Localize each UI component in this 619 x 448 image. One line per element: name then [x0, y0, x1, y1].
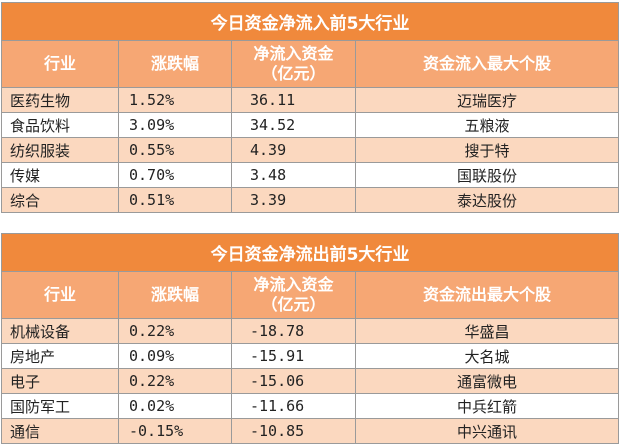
- amount-cell: -10.85: [231, 418, 356, 444]
- table-row: 机械设备 0.22% -18.78 华盛昌: [1, 318, 619, 344]
- industry-cell: 电子: [1, 368, 119, 394]
- table-row: 综合 0.51% 3.39 泰达股份: [1, 187, 619, 213]
- stock-cell: 搜于特: [354, 137, 619, 163]
- stock-cell: 国联股份: [354, 162, 619, 188]
- industry-cell: 纺织服装: [1, 137, 119, 163]
- change-cell: -0.15%: [118, 418, 232, 444]
- industry-cell: 综合: [1, 187, 119, 213]
- stock-cell: 通富微电: [354, 368, 619, 394]
- outflow-header-industry: 行业: [1, 271, 119, 319]
- industry-cell: 医药生物: [1, 87, 119, 113]
- outflow-header-amount-line1: 净流入资金: [253, 275, 334, 294]
- industry-cell: 房地产: [1, 343, 119, 369]
- outflow-table: 今日资金净流出前5大行业 行业 涨跌幅 净流入资金 （亿元） 资金流出最大个股 …: [0, 233, 619, 444]
- change-cell: 0.51%: [118, 187, 232, 213]
- stock-cell: 泰达股份: [354, 187, 619, 213]
- table-row: 纺织服装 0.55% 4.39 搜于特: [1, 137, 619, 163]
- stock-cell: 华盛昌: [354, 318, 619, 344]
- amount-cell: -15.06: [231, 368, 356, 394]
- amount-cell: 34.52: [231, 112, 356, 138]
- table-row: 国防军工 0.02% -11.66 中兵红箭: [1, 393, 619, 419]
- change-cell: 0.22%: [118, 318, 232, 344]
- amount-cell: 4.39: [231, 137, 356, 163]
- table-row: 电子 0.22% -15.06 通富微电: [1, 368, 619, 394]
- stock-cell: 迈瑞医疗: [354, 87, 619, 113]
- amount-cell: 3.48: [231, 162, 356, 188]
- change-cell: 1.52%: [118, 87, 232, 113]
- stock-cell: 五粮液: [354, 112, 619, 138]
- change-cell: 0.22%: [118, 368, 232, 394]
- table-row: 传媒 0.70% 3.48 国联股份: [1, 162, 619, 188]
- amount-cell: 36.11: [231, 87, 356, 113]
- industry-cell: 机械设备: [1, 318, 119, 344]
- inflow-table-title: 今日资金净流入前5大行业: [0, 2, 619, 41]
- amount-cell: 3.39: [231, 187, 356, 213]
- inflow-header-industry: 行业: [1, 40, 119, 88]
- industry-cell: 食品饮料: [1, 112, 119, 138]
- inflow-header-amount-line1: 净流入资金: [253, 44, 334, 63]
- inflow-header-change: 涨跌幅: [118, 40, 232, 88]
- table-row: 医药生物 1.52% 36.11 迈瑞医疗: [1, 87, 619, 113]
- amount-cell: -11.66: [231, 393, 356, 419]
- outflow-header-stock: 资金流出最大个股: [354, 271, 619, 319]
- industry-cell: 国防军工: [1, 393, 119, 419]
- outflow-header-amount-line2: （亿元）: [261, 295, 326, 314]
- stock-cell: 中兴通讯: [354, 418, 619, 444]
- inflow-table: 今日资金净流入前5大行业 行业 涨跌幅 净流入资金 （亿元） 资金流入最大个股 …: [0, 2, 619, 213]
- table-row: 房地产 0.09% -15.91 大名城: [1, 343, 619, 369]
- outflow-header-change: 涨跌幅: [118, 271, 232, 319]
- outflow-header-amount: 净流入资金 （亿元）: [231, 271, 356, 319]
- change-cell: 0.09%: [118, 343, 232, 369]
- inflow-header-stock: 资金流入最大个股: [354, 40, 619, 88]
- change-cell: 0.02%: [118, 393, 232, 419]
- outflow-table-title: 今日资金净流出前5大行业: [0, 233, 619, 272]
- change-cell: 3.09%: [118, 112, 232, 138]
- inflow-header-amount: 净流入资金 （亿元）: [231, 40, 356, 88]
- amount-cell: -18.78: [231, 318, 356, 344]
- table-row: 食品饮料 3.09% 34.52 五粮液: [1, 112, 619, 138]
- industry-cell: 通信: [1, 418, 119, 444]
- change-cell: 0.55%: [118, 137, 232, 163]
- stock-cell: 大名城: [354, 343, 619, 369]
- industry-cell: 传媒: [1, 162, 119, 188]
- change-cell: 0.70%: [118, 162, 232, 188]
- table-row: 通信 -0.15% -10.85 中兴通讯: [1, 418, 619, 444]
- inflow-header-amount-line2: （亿元）: [261, 64, 326, 83]
- amount-cell: -15.91: [231, 343, 356, 369]
- stock-cell: 中兵红箭: [354, 393, 619, 419]
